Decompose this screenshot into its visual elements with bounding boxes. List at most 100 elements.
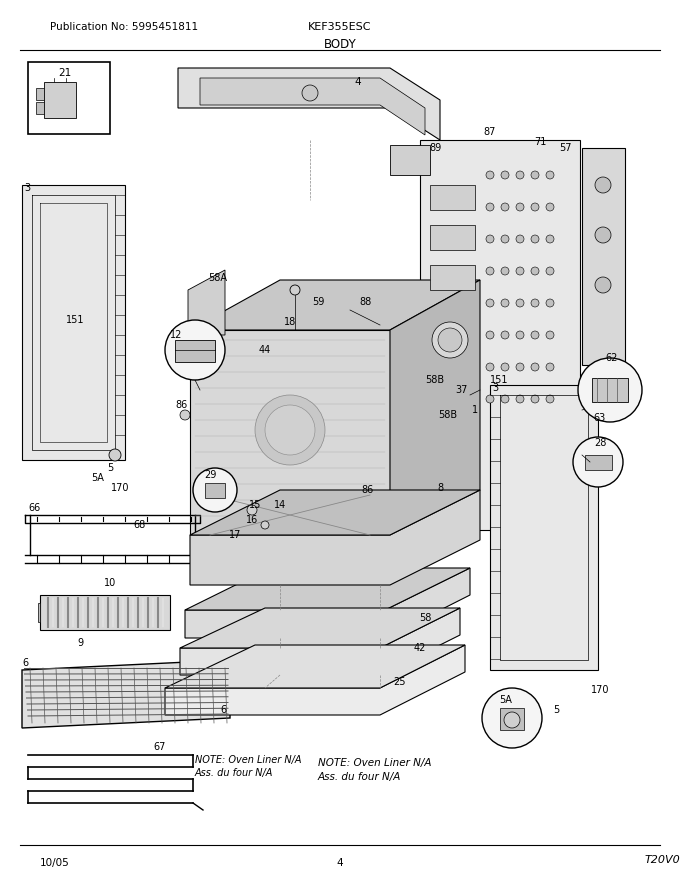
Circle shape: [265, 405, 315, 455]
Text: 170: 170: [591, 685, 609, 695]
Text: 4: 4: [337, 858, 343, 868]
Circle shape: [486, 203, 494, 211]
Circle shape: [516, 267, 524, 275]
Polygon shape: [38, 603, 40, 622]
Circle shape: [578, 358, 642, 422]
Text: BODY: BODY: [324, 38, 356, 51]
Polygon shape: [200, 78, 425, 135]
Text: 25: 25: [394, 677, 406, 687]
Circle shape: [486, 363, 494, 371]
Text: 58B: 58B: [426, 375, 445, 385]
Circle shape: [531, 235, 539, 243]
Text: 68: 68: [134, 520, 146, 530]
Circle shape: [531, 395, 539, 403]
Text: 86: 86: [176, 400, 188, 410]
Circle shape: [501, 171, 509, 179]
Circle shape: [546, 267, 554, 275]
Polygon shape: [185, 568, 470, 638]
Bar: [28, 62, 110, 134]
Polygon shape: [420, 140, 580, 530]
Text: 58A: 58A: [209, 273, 228, 283]
Circle shape: [546, 171, 554, 179]
Text: 18: 18: [284, 317, 296, 327]
Text: 4: 4: [355, 77, 361, 87]
Polygon shape: [22, 660, 230, 728]
Text: Publication No: 5995451811: Publication No: 5995451811: [50, 22, 198, 32]
Circle shape: [546, 363, 554, 371]
Text: 5A: 5A: [92, 473, 105, 483]
Text: 9: 9: [77, 638, 83, 648]
Polygon shape: [500, 708, 524, 730]
Polygon shape: [190, 280, 480, 330]
Circle shape: [546, 203, 554, 211]
Circle shape: [501, 267, 509, 275]
Circle shape: [109, 449, 121, 461]
Text: Ass. du four N/A: Ass. du four N/A: [195, 768, 273, 778]
Polygon shape: [180, 608, 460, 675]
Text: 89: 89: [429, 143, 441, 153]
Polygon shape: [592, 378, 628, 402]
Text: Ass. du four N/A: Ass. du four N/A: [318, 772, 401, 782]
Circle shape: [302, 85, 318, 101]
Text: 151: 151: [66, 315, 84, 325]
Circle shape: [516, 331, 524, 339]
Text: 58: 58: [419, 613, 431, 623]
Polygon shape: [390, 280, 480, 535]
Circle shape: [516, 235, 524, 243]
Circle shape: [486, 331, 494, 339]
Text: 67: 67: [154, 742, 166, 752]
Circle shape: [432, 322, 468, 358]
Circle shape: [531, 299, 539, 307]
Text: 5: 5: [107, 463, 113, 473]
Circle shape: [486, 171, 494, 179]
Text: 63: 63: [594, 413, 606, 423]
Text: 14: 14: [274, 500, 286, 510]
Text: T20V0044: T20V0044: [645, 855, 680, 865]
Text: 71: 71: [534, 137, 546, 147]
Polygon shape: [185, 568, 470, 610]
Circle shape: [595, 277, 611, 293]
Circle shape: [255, 395, 325, 465]
Circle shape: [165, 320, 225, 380]
Circle shape: [486, 235, 494, 243]
Text: 16: 16: [246, 515, 258, 525]
Text: 6: 6: [220, 705, 226, 715]
Circle shape: [501, 235, 509, 243]
Polygon shape: [190, 490, 480, 535]
Circle shape: [261, 521, 269, 529]
Polygon shape: [205, 483, 225, 498]
Polygon shape: [178, 68, 440, 140]
Circle shape: [595, 227, 611, 243]
Text: 10/05: 10/05: [40, 858, 70, 868]
Circle shape: [531, 171, 539, 179]
Circle shape: [482, 688, 542, 748]
Text: 59: 59: [312, 297, 324, 307]
Text: 170: 170: [111, 483, 129, 493]
Polygon shape: [36, 88, 44, 100]
Polygon shape: [36, 102, 44, 114]
Polygon shape: [190, 490, 480, 585]
Circle shape: [501, 395, 509, 403]
Text: 5A: 5A: [500, 695, 513, 705]
Circle shape: [546, 395, 554, 403]
Circle shape: [531, 331, 539, 339]
Text: 21: 21: [58, 68, 71, 78]
Circle shape: [546, 235, 554, 243]
Text: 28: 28: [594, 438, 606, 448]
Text: 12: 12: [170, 330, 182, 340]
Circle shape: [486, 267, 494, 275]
Circle shape: [501, 299, 509, 307]
Text: 37: 37: [456, 385, 469, 395]
Circle shape: [516, 395, 524, 403]
Circle shape: [438, 328, 462, 352]
Circle shape: [516, 363, 524, 371]
Text: 42: 42: [414, 643, 426, 653]
Bar: [430, 185, 475, 210]
Text: 8: 8: [437, 483, 443, 493]
Polygon shape: [188, 270, 225, 335]
Polygon shape: [165, 645, 465, 688]
Polygon shape: [390, 145, 430, 175]
Circle shape: [247, 505, 257, 515]
Text: 151: 151: [490, 375, 509, 385]
Circle shape: [573, 437, 623, 487]
